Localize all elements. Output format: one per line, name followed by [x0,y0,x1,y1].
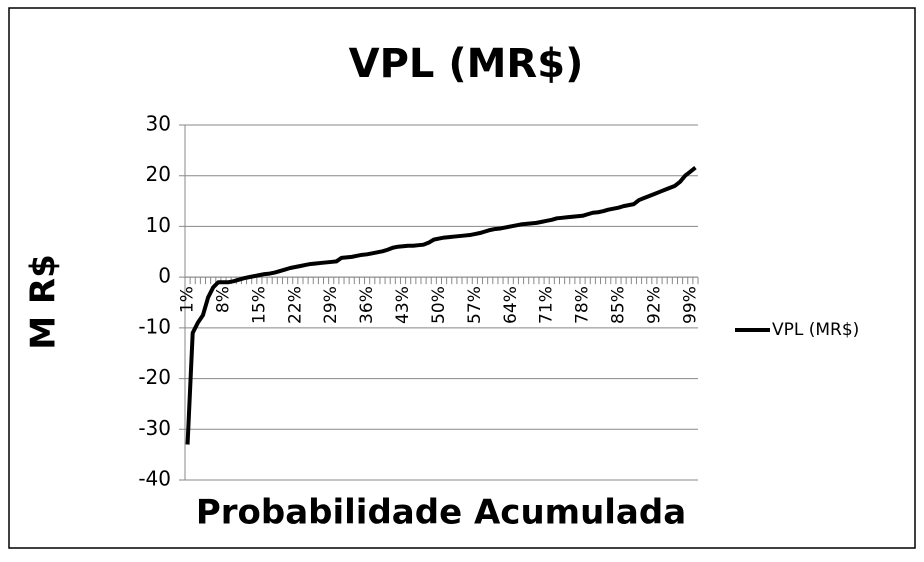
x-tick-label: 36% [357,286,377,324]
x-tick-label: 57% [465,286,485,324]
y-tick-label: -30 [138,416,171,440]
x-tick-label: 22% [285,286,305,324]
x-tick-label: 8% [213,286,233,313]
y-tick-label: 30 [146,112,171,136]
x-tick-label: 64% [501,286,521,324]
y-tick-label: -40 [138,467,171,491]
y-tick-label: 20 [146,162,171,186]
x-tick-label: 43% [393,286,413,324]
x-tick-label: 1% [178,286,198,313]
x-tick-label: 78% [573,286,593,324]
legend-label: VPL (MR$) [772,320,859,340]
x-tick-label: 99% [680,286,700,324]
x-tick-label: 29% [321,286,341,324]
chart-title: VPL (MR$) [349,41,584,87]
x-tick-label: 85% [608,286,628,324]
x-tick-label: 92% [644,286,664,324]
x-tick-label: 15% [249,286,269,324]
y-tick-label: 0 [158,264,171,288]
x-tick-label: 50% [429,286,449,324]
series-line [185,166,697,445]
y-tick-label: -20 [138,365,171,389]
x-axis-title: Probabilidade Acumulada [196,493,686,533]
x-tick-label: 71% [537,286,557,324]
y-tick-label: 10 [146,213,171,237]
y-tick-label: -10 [138,314,171,338]
y-axis-title: M R$ [24,254,64,350]
